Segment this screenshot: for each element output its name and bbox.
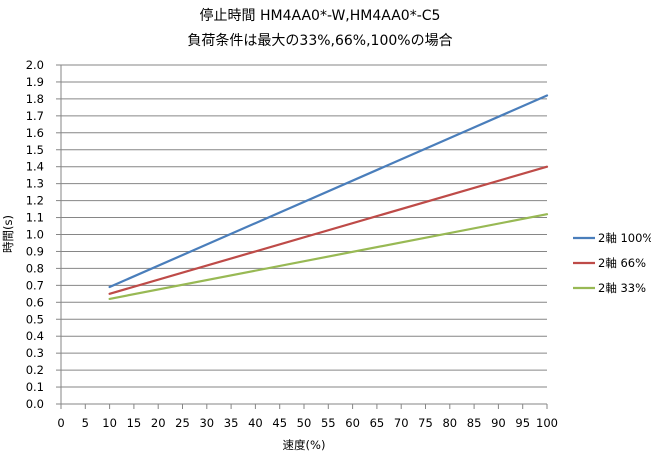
x-axis-title: 速度(%) — [283, 438, 326, 452]
y-tick-label: 2.0 — [26, 58, 44, 72]
y-tick-label: 0.5 — [26, 312, 44, 326]
x-tick-label: 20 — [151, 416, 166, 430]
y-axis-title: 時間(s) — [1, 215, 15, 253]
y-tick-label: 1.4 — [26, 160, 44, 174]
y-tick-label: 1.0 — [26, 228, 44, 242]
series-line — [108, 94, 549, 289]
legend-label: 2軸 100% — [598, 231, 651, 245]
x-tick-label: 85 — [467, 416, 482, 430]
y-tick-label: 0.8 — [26, 261, 44, 275]
y-tick-label: 0.6 — [26, 295, 44, 309]
x-tick-label: 40 — [248, 416, 263, 430]
y-tick-label: 0.2 — [26, 363, 44, 377]
chart-title: 停止時間 HM4AA0*-W,HM4AA0*-C5 — [200, 7, 441, 24]
x-axis-ticks: 0 5 10 15 20 25 30 35 40 45 50 55 60 65 70 75 80 85 90 95 10… — [57, 404, 558, 430]
y-tick-label: 0.9 — [26, 244, 44, 258]
x-tick-label: 75 — [418, 416, 433, 430]
y-tick-label: 0.7 — [26, 278, 44, 292]
x-tick-label: 10 — [102, 416, 117, 430]
y-tick-label: 0.3 — [26, 346, 44, 360]
legend-label: 2軸 66% — [598, 256, 646, 270]
chart-subtitle: 負荷条件は最大の33%,66%,100%の場合 — [187, 32, 452, 49]
x-tick-label: 5 — [82, 416, 89, 430]
x-tick-label: 0 — [57, 416, 64, 430]
y-tick-label: 1.5 — [26, 143, 44, 157]
x-tick-label: 100 — [536, 416, 558, 430]
x-tick-label: 25 — [175, 416, 190, 430]
x-tick-label: 45 — [272, 416, 287, 430]
x-tick-label: 65 — [370, 416, 385, 430]
y-tick-label: 1.2 — [26, 194, 44, 208]
x-tick-label: 35 — [224, 416, 239, 430]
y-tick-label: 1.6 — [26, 126, 44, 140]
x-tick-label: 70 — [394, 416, 409, 430]
series-line — [108, 213, 549, 300]
y-tick-label: 1.3 — [26, 177, 44, 191]
grid-lines — [61, 64, 547, 388]
series-line — [108, 165, 549, 295]
x-tick-label: 60 — [345, 416, 360, 430]
y-tick-label: 1.7 — [26, 109, 44, 123]
x-tick-label: 90 — [491, 416, 506, 430]
x-tick-label: 80 — [442, 416, 457, 430]
y-tick-label: 1.1 — [26, 211, 44, 225]
y-tick-label: 0.1 — [26, 380, 44, 394]
y-tick-label: 1.8 — [26, 92, 44, 106]
series-lines — [108, 94, 549, 300]
x-tick-label: 95 — [515, 416, 530, 430]
legend-label: 2軸 33% — [598, 281, 646, 295]
x-tick-label: 15 — [127, 416, 142, 430]
x-tick-label: 50 — [297, 416, 312, 430]
legend: 2軸 100% 2軸 66% 2軸 33% — [573, 231, 651, 295]
x-tick-label: 30 — [199, 416, 214, 430]
y-axis-ticks: 0.0 0.1 0.2 0.3 0.4 0.5 0.6 0.7 0.8 0.9 1.0 1.1 1.2 1… — [26, 58, 61, 411]
x-tick-label: 55 — [321, 416, 336, 430]
y-tick-label: 0.0 — [26, 397, 44, 411]
y-tick-label: 1.9 — [26, 75, 44, 89]
y-tick-label: 0.4 — [26, 329, 44, 343]
